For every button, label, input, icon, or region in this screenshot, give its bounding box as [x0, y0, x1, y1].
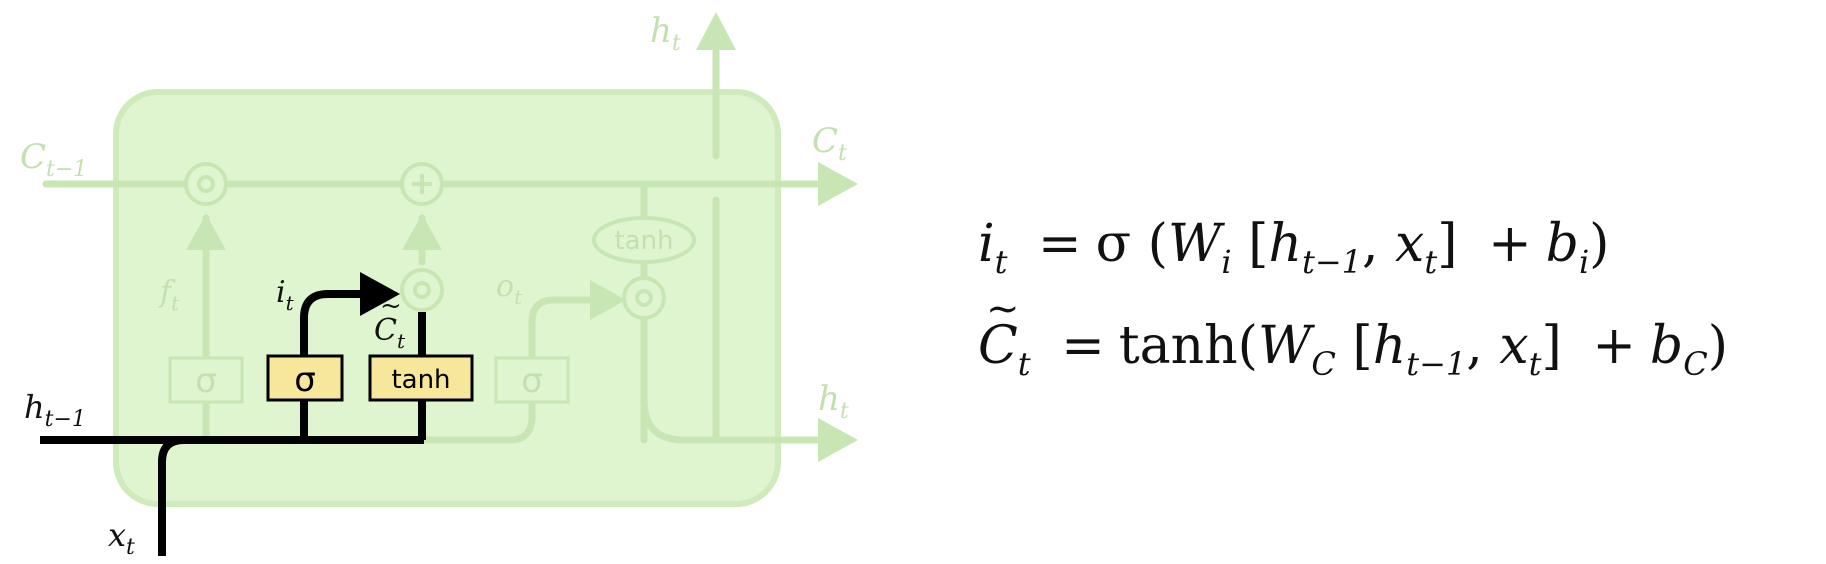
- active-connections: [40, 290, 426, 556]
- sigma-output-label: σ: [521, 361, 543, 401]
- input-mult-op: [400, 268, 444, 312]
- equation-input-gate: it = σ (Wi [ht−1, xt] + bi): [978, 214, 1610, 281]
- arrow-input-up: [402, 214, 442, 250]
- sigma-forget-label: σ: [195, 361, 217, 401]
- label-c-tilde: Ct: [374, 313, 406, 353]
- sigma-input-label: σ: [294, 360, 316, 400]
- tanh-output-ellipse: [592, 216, 696, 264]
- label-c-prev: Ct−1: [20, 137, 87, 182]
- output-mult-op: [622, 276, 666, 320]
- arrow-output-right: [590, 280, 626, 320]
- label-c-next: Ct: [812, 121, 847, 166]
- label-h-right: ht: [818, 379, 849, 424]
- equation-candidate: Ct =tanh(WC [ht−1, xt] +bC): [978, 286, 1728, 380]
- tanh-candidate-label: tanh: [391, 365, 450, 395]
- label-h-prev: ht−1: [24, 388, 86, 432]
- arrow-input-gate: [360, 272, 400, 316]
- sigma-output-box: [494, 356, 570, 404]
- arrow-h-right: [818, 418, 858, 462]
- arrow-h-top: [696, 12, 736, 50]
- tanh-candidate-box: [368, 354, 474, 402]
- label-h-top: ht: [650, 11, 681, 56]
- arrow-forget-up: [186, 214, 226, 250]
- tanh-output-label: tanh: [614, 226, 673, 256]
- label-c-tilde-mark: ~: [380, 291, 402, 321]
- forget-mult-op: [184, 162, 228, 206]
- faded-ops: [184, 162, 666, 320]
- label-o-gate: ot: [496, 269, 523, 309]
- faded-arrowheads: [186, 12, 858, 462]
- label-x-in: xt: [108, 516, 135, 560]
- arrow-c-next: [818, 162, 858, 206]
- sigma-input-box: [266, 354, 344, 402]
- label-i-gate: it: [276, 275, 295, 315]
- sigma-forget-box: [168, 356, 244, 404]
